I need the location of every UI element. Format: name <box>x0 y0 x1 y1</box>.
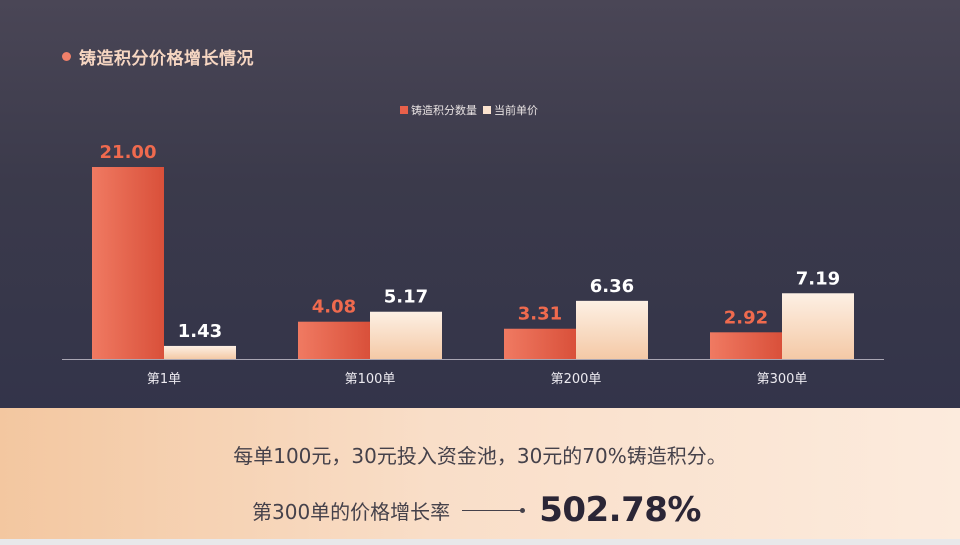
growth-rate-label: 第300单的价格增长率 <box>252 499 451 524</box>
data-label-price-1: 5.17 <box>384 287 428 308</box>
data-label-count-2: 3.31 <box>518 304 562 325</box>
bottom-strip <box>0 539 960 545</box>
pointer-line <box>462 509 523 511</box>
x-tick-label-0: 第1单 <box>147 372 181 387</box>
legend-item-price: 当前单价 <box>483 102 538 118</box>
legend-label-price: 当前单价 <box>494 104 538 117</box>
data-label-count-3: 2.92 <box>724 307 768 328</box>
chart-legend: 铸造积分数量 当前单价 <box>400 102 538 118</box>
data-label-price-3: 7.19 <box>796 268 840 289</box>
summary-text: 每单100元，30元投入资金池，30元的70%铸造积分。 <box>233 444 727 468</box>
legend-swatch-price <box>483 106 491 114</box>
bar-price-0 <box>164 345 236 359</box>
bar-price-3 <box>782 293 854 359</box>
x-tick-label-2: 第200单 <box>551 372 602 387</box>
data-label-price-0: 1.43 <box>178 321 222 342</box>
summary-panel: 每单100元，30元投入资金池，30元的70%铸造积分。 第300单的价格增长率… <box>0 408 960 539</box>
x-tick-label-3: 第300单 <box>757 372 808 387</box>
bar-count-0 <box>92 167 164 359</box>
chart-title-row: 铸造积分价格增长情况 <box>62 44 254 69</box>
data-label-count-1: 4.08 <box>312 297 356 318</box>
title-bullet-icon <box>62 52 71 61</box>
legend-swatch-count <box>400 106 408 114</box>
x-tick-label-1: 第100单 <box>345 372 396 387</box>
chart-title: 铸造积分价格增长情况 <box>79 49 254 69</box>
bar-count-3 <box>710 332 782 359</box>
data-label-count-0: 21.00 <box>100 142 157 163</box>
bar-count-2 <box>504 328 576 359</box>
legend-label-count: 铸造积分数量 <box>411 104 477 117</box>
data-label-price-2: 6.36 <box>590 276 634 297</box>
bar-chart: 21.00 1.43 第1单 4.08 5.17 第100单 3.31 6.36 第200单 2.… <box>62 142 884 387</box>
growth-rate-row: 第300单的价格增长率 502.78% <box>252 490 701 530</box>
growth-rate-value: 502.78% <box>539 490 701 530</box>
pointer-dot-icon <box>520 507 526 513</box>
bar-price-1 <box>370 311 442 359</box>
bar-count-1 <box>298 321 370 359</box>
legend-item-count: 铸造积分数量 <box>400 102 477 118</box>
bar-price-2 <box>576 300 648 359</box>
